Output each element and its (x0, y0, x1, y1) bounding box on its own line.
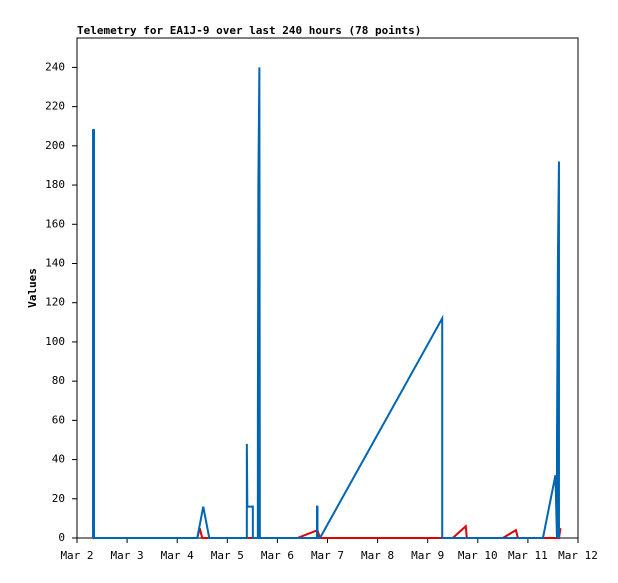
y-axis-label: Values (26, 268, 39, 308)
x-tick-label: Mar 9 (411, 549, 444, 562)
y-tick-label: 140 (45, 256, 65, 269)
y-tick-label: 60 (52, 413, 65, 426)
series-line (92, 67, 560, 539)
x-tick-label: Mar 10 (458, 549, 498, 562)
x-tick-label: Mar 4 (161, 549, 194, 562)
y-tick-label: 180 (45, 178, 65, 191)
x-tick-label: Mar 7 (311, 549, 344, 562)
y-tick-label: 20 (52, 492, 65, 505)
y-tick-label: 80 (52, 374, 65, 387)
x-tick-label: Mar 2 (60, 549, 93, 562)
y-tick-label: 240 (45, 60, 65, 73)
chart-title: Telemetry for EA1J-9 over last 240 hours… (77, 24, 421, 37)
x-tick-label: Mar 6 (261, 549, 294, 562)
y-tick-label: 120 (45, 296, 65, 309)
plot-frame (76, 37, 579, 539)
y-tick-label: 0 (58, 531, 65, 544)
y-tick-label: 100 (45, 335, 65, 348)
y-tick-label: 40 (52, 453, 65, 466)
x-tick-label: Mar 8 (361, 549, 394, 562)
y-tick-label: 220 (45, 100, 65, 113)
y-tick-label: 160 (45, 217, 65, 230)
x-tick-label: Mar 12 (558, 549, 598, 562)
x-tick-label: Mar 3 (111, 549, 144, 562)
x-tick-label: Mar 11 (508, 549, 548, 562)
series-line (92, 520, 562, 539)
y-tick-label: 200 (45, 139, 65, 152)
x-tick-label: Mar 5 (211, 549, 244, 562)
